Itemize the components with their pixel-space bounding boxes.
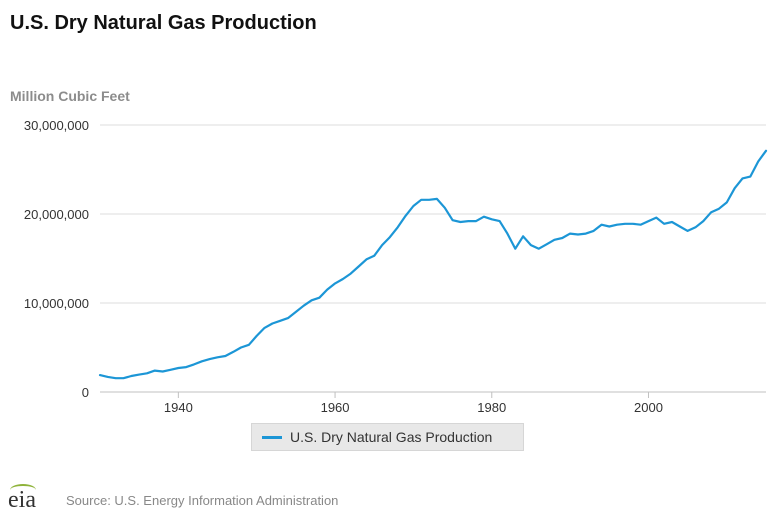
series-group [98,149,768,380]
eia-logo: eia [8,484,48,512]
source-text: Source: U.S. Energy Information Administ… [66,492,339,508]
x-tick-label: 1940 [164,400,193,415]
gridlines [100,124,766,393]
legend-swatch [262,435,282,439]
y-tick-label: 0 [82,385,89,400]
y-tick-label: 10,000,000 [24,296,89,311]
legend-label: U.S. Dry Natural Gas Production [290,429,493,445]
x-tick-label: 2000 [634,400,663,415]
y-tick-labels: 0 10,000,000 20,000,000 30,000,000 [24,118,89,400]
y-tick-label: 30,000,000 [24,118,89,133]
x-tick-labels: 1940 1960 1980 2000 [164,392,663,415]
x-tick-label: 1960 [321,400,350,415]
legend[interactable]: U.S. Dry Natural Gas Production [251,423,524,451]
x-tick-label: 1980 [477,400,506,415]
series-line[interactable] [98,149,768,380]
chart-title: U.S. Dry Natural Gas Production [10,12,317,34]
source-footer: eia Source: U.S. Energy Information Admi… [8,484,339,512]
line-chart: Million Cubic Feet 0 10,000,000 20,000,000… [10,88,768,415]
eia-logo-swoosh-icon [10,484,36,496]
y-axis-label: Million Cubic Feet [10,88,130,104]
y-tick-label: 20,000,000 [24,207,89,222]
